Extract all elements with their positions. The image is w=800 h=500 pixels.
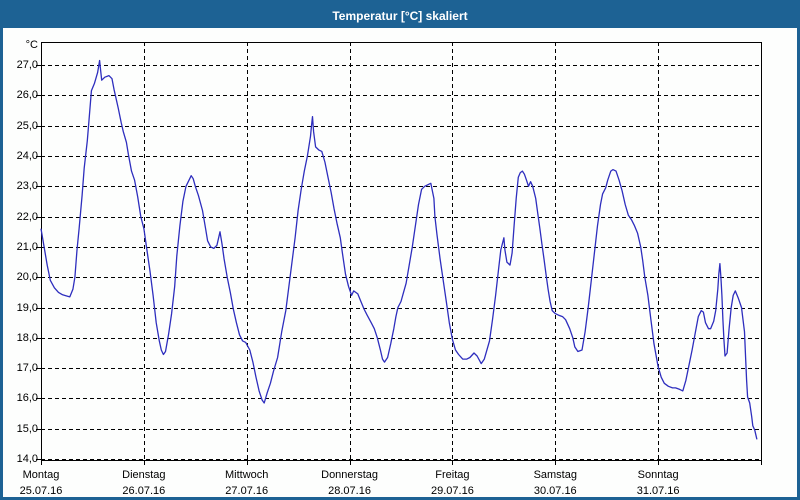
x-axis-day-label: Donnerstag [321,469,378,481]
chart-area: °C 27,0 26,0 25,0 24,0 23,0 22,0 21,0 20,0 19,0 1… [3,28,797,497]
y-tick-label: 22,0 [16,210,38,223]
y-tick-label: 14,0 [16,453,38,466]
x-axis-day-label: Dienstag [122,469,166,481]
x-axis-date-label: 31.07.16 [636,485,680,497]
x-axis-day-label: Samstag [533,469,577,481]
plot-frame [41,42,762,461]
y-tick-label: 24,0 [16,149,38,162]
y-tick-label: 20,0 [16,271,38,284]
x-axis-day-label: Sonntag [637,469,679,481]
x-axis-date-label: 30.07.16 [533,485,577,497]
title-bar: Temperatur [°C] skaliert [3,3,797,28]
y-tick-label: 27,0 [16,59,38,72]
y-tick-label: 19,0 [16,301,38,314]
y-tick-label: 15,0 [16,422,38,435]
y-tick-label: 21,0 [16,240,38,253]
y-tick-label: 23,0 [16,180,38,193]
x-axis-date-label: 26.07.16 [122,485,166,497]
x-axis-day-label: Montag [22,469,60,481]
y-axis-unit-label: °C [25,39,38,51]
plot-canvas [36,42,762,465]
y-tick-label: 17,0 [16,362,38,375]
temperature-line [40,59,758,440]
y-tick-label: 25,0 [16,119,38,132]
x-axis-date-label: 27.07.16 [225,485,269,497]
x-axis-date-label: 29.07.16 [431,485,474,497]
x-axis-date-label: 25.07.16 [19,485,63,497]
x-axis-day-label: Freitag [435,469,470,481]
x-axis-day-label: Mittwoch [225,469,269,481]
y-tick-label: 16,0 [16,392,38,405]
window-title: Temperatur [°C] skaliert [332,8,468,23]
y-tick-label: 18,0 [16,331,38,344]
y-tick-label: 26,0 [16,89,38,102]
x-axis-date-label: 28.07.16 [328,485,371,497]
